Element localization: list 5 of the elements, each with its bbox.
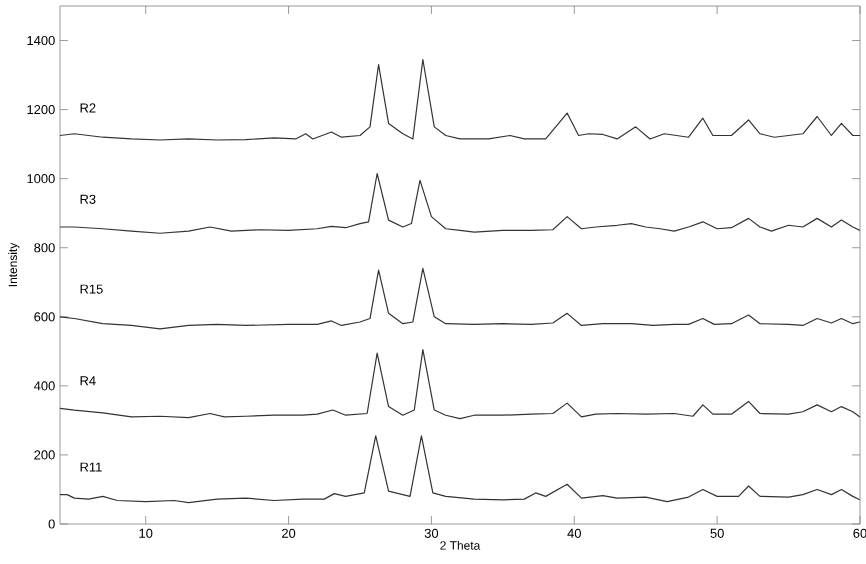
line-series: [60, 435, 860, 504]
line-series: [60, 172, 860, 234]
line-series: [60, 58, 860, 141]
line-series: [60, 267, 860, 330]
line-series: [60, 349, 860, 420]
